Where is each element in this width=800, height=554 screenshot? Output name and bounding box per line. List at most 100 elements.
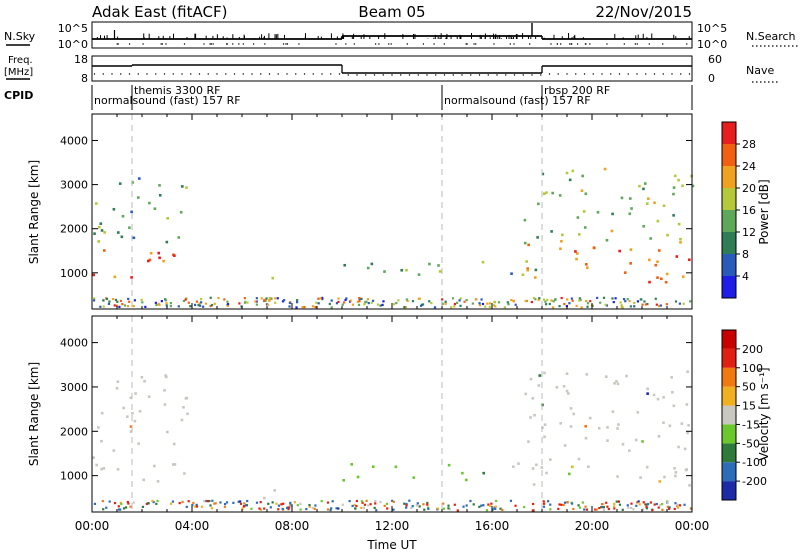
- echo-cell: [97, 240, 101, 243]
- echo-cell: [393, 303, 396, 306]
- echo-cell: [428, 262, 431, 266]
- freq-tick-top: 18: [74, 53, 88, 66]
- echo-cell: [293, 501, 296, 504]
- echo-cell: [360, 506, 363, 509]
- echo-cell: [442, 507, 446, 510]
- echo-cell: [144, 305, 147, 309]
- echo-cell: [195, 503, 198, 507]
- echo-cell: [655, 502, 658, 506]
- echo-cell: [273, 489, 276, 492]
- echo-cell: [173, 254, 176, 257]
- x-tick-label: 20:00: [575, 519, 610, 533]
- echo-cell: [550, 299, 553, 302]
- echo-cell: [254, 300, 257, 303]
- echo-cell: [616, 382, 620, 386]
- echo-cell: [245, 504, 248, 507]
- echo-cell: [649, 501, 652, 504]
- echo-cell: [360, 500, 363, 503]
- echo-cell: [177, 305, 180, 308]
- echo-cell: [676, 503, 679, 506]
- echo-cell: [97, 426, 100, 429]
- echo-cell: [129, 505, 132, 508]
- echo-cell: [182, 299, 186, 303]
- echo-cell: [243, 502, 246, 505]
- echo-cell: [606, 505, 609, 508]
- echo-cell: [550, 230, 553, 233]
- echo-cell: [191, 504, 194, 507]
- echo-cell: [691, 184, 695, 188]
- echo-cell: [157, 251, 161, 255]
- echo-cell: [524, 392, 528, 396]
- echo-cell: [681, 184, 684, 188]
- echo-cell: [363, 303, 366, 306]
- power-colorbar: 4 8 12 16 20 24 28: [721, 121, 756, 299]
- echo-cell: [357, 303, 361, 306]
- echo-cell: [156, 499, 159, 503]
- echo-cell: [547, 500, 550, 503]
- echo-cell: [461, 471, 464, 475]
- echo-cell: [654, 263, 658, 267]
- echo-cell: [102, 508, 105, 511]
- echo-cell: [674, 474, 677, 478]
- echo-cell: [560, 503, 563, 506]
- echo-cell: [92, 299, 96, 302]
- echo-cell: [181, 185, 184, 188]
- echo-cell: [606, 426, 609, 429]
- echo-cell: [481, 260, 485, 264]
- echo-cell: [684, 468, 688, 472]
- echo-cell: [604, 375, 608, 378]
- echo-cell: [211, 499, 214, 502]
- echo-cell: [660, 277, 663, 281]
- echo-cell: [243, 301, 247, 304]
- echo-cell: [517, 462, 520, 465]
- echo-cell: [99, 222, 103, 225]
- echo-cell: [567, 472, 571, 476]
- echo-cell: [523, 241, 527, 245]
- echo-cell: [463, 300, 466, 303]
- echo-cell: [682, 302, 685, 305]
- echo-cell: [625, 374, 628, 378]
- echo-cell: [605, 238, 609, 242]
- echo-cell: [585, 508, 589, 511]
- echo-cell: [569, 425, 573, 428]
- echo-cell: [119, 508, 122, 511]
- site-title: Adak East (fitACF): [92, 3, 227, 21]
- echo-cell: [668, 506, 671, 509]
- colorbar-swatch: [722, 276, 736, 298]
- echo-cell: [395, 301, 398, 305]
- echo-cell: [427, 507, 430, 510]
- velocity-ylabel: Slant Range [km]: [27, 362, 41, 466]
- echo-cell: [172, 442, 176, 446]
- echo-cell: [351, 504, 354, 508]
- freq-label-1: Freq.: [8, 55, 33, 66]
- colorbar-swatch: [722, 166, 736, 188]
- echo-cell: [616, 475, 619, 478]
- echo-cell: [132, 236, 136, 240]
- echo-cell: [373, 506, 376, 509]
- echo-cell: [657, 249, 661, 252]
- velocity-echoes: [92, 370, 693, 512]
- echo-cell: [688, 484, 691, 487]
- echo-cell: [594, 508, 597, 511]
- echo-cell: [641, 303, 644, 306]
- echo-cell: [208, 499, 211, 503]
- echo-cell: [164, 299, 168, 302]
- echo-cell: [405, 506, 408, 509]
- colorbar-tick: 28: [742, 138, 756, 151]
- echo-cell: [438, 270, 442, 273]
- echo-cell: [274, 301, 277, 304]
- echo-cell: [580, 189, 584, 193]
- echo-cell: [578, 506, 582, 509]
- echo-cell: [586, 302, 590, 305]
- nsearch-tick-bottom: 10^0: [697, 38, 727, 51]
- echo-cell: [545, 191, 548, 194]
- echo-cell: [571, 169, 575, 173]
- echo-cell: [308, 505, 311, 508]
- echo-cell: [182, 405, 185, 409]
- echo-cell: [543, 371, 546, 375]
- echo-cell: [584, 192, 588, 196]
- echo-cell: [154, 301, 157, 304]
- echo-cell: [526, 268, 530, 272]
- echo-cell: [303, 305, 306, 309]
- echo-cell: [124, 506, 128, 509]
